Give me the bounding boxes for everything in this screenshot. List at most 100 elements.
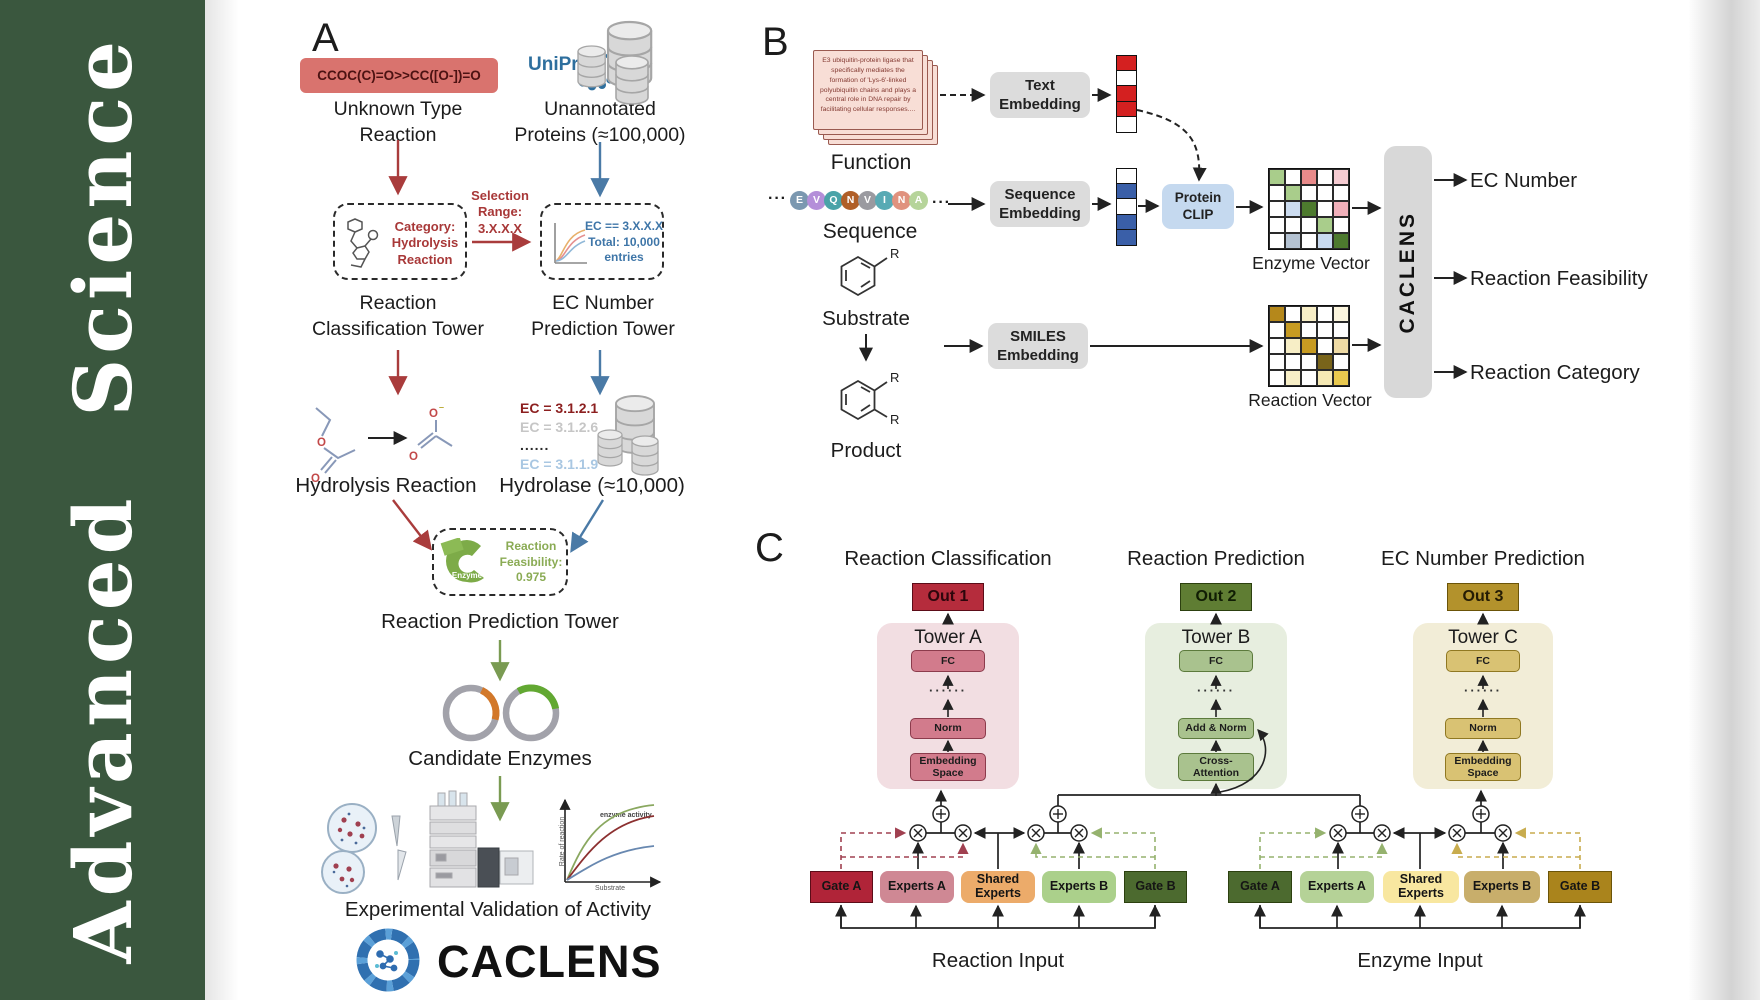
- ec-candidates-list: EC = 3.1.2.1 EC = 3.1.2.6 ...... EC = 3.…: [520, 399, 598, 473]
- vector-cell: [1333, 322, 1349, 338]
- tower-c-dots: ······: [1464, 683, 1502, 698]
- amino-acid-circle: N: [892, 191, 911, 210]
- vector-cell: [1317, 185, 1333, 201]
- ec-item: EC = 3.1.2.6: [520, 418, 599, 435]
- ec-item: EC = 3.1.1.9: [520, 455, 599, 472]
- output-ec-number: EC Number: [1470, 169, 1578, 192]
- vector-cell: [1301, 185, 1317, 201]
- vector-cell: [1269, 370, 1285, 386]
- vector-cell: [1301, 169, 1317, 185]
- vector-cell: [1269, 354, 1285, 370]
- tower-c-title: Tower C: [1448, 627, 1518, 648]
- amino-acid-circle: I: [875, 191, 894, 210]
- function-description-text: E3 ubiquitin-protein ligase that specifi…: [820, 57, 916, 114]
- amino-acid-circle: V: [807, 191, 826, 210]
- sequence-trailing-ellipsis: ···: [932, 194, 951, 211]
- enzyme-gate-b-box: Gate B: [1548, 871, 1612, 903]
- vector-cell: [1269, 306, 1285, 322]
- vector-cell: [1301, 201, 1317, 217]
- gate-dashed-lines: [840, 827, 1581, 869]
- caclens-module-bar: CACLENS: [1384, 146, 1432, 398]
- vector-cell: [1285, 306, 1301, 322]
- vector-cell: [1117, 184, 1136, 200]
- amino-acid-circle: A: [909, 191, 928, 210]
- database-stack-icon: [577, 20, 653, 105]
- protein-clip-box: Protein CLIP: [1162, 184, 1234, 229]
- vector-cell: [1333, 233, 1349, 249]
- text-embedding-box: Text Embedding: [990, 72, 1090, 118]
- molecule-doodle-icon: [347, 218, 379, 268]
- reaction-shared-experts-box: Shared Experts: [961, 871, 1035, 903]
- vector-cell: [1301, 370, 1317, 386]
- output-reaction-feasibility: Reaction Feasibility: [1470, 267, 1648, 290]
- enzyme-experts-a-box: Experts A: [1300, 871, 1374, 903]
- vector-cell: [1317, 169, 1333, 185]
- panel-b-label: B: [762, 20, 789, 64]
- tower-a-container: Tower A FC ······ Norm Embedding Space: [877, 623, 1019, 789]
- reaction-experts-a-box: Experts A: [880, 871, 954, 903]
- vector-cell: [1333, 169, 1349, 185]
- panel-c-arrows: [835, 612, 1586, 929]
- sequence-leading-ellipsis: ···: [768, 190, 787, 207]
- vector-cell: [1117, 71, 1136, 87]
- panel-b-arrows: [859, 88, 1468, 379]
- vector-cell: [1269, 185, 1285, 201]
- tower-b-title: Tower B: [1181, 627, 1251, 648]
- vector-cell: [1333, 306, 1349, 322]
- vector-cell: [1269, 338, 1285, 354]
- smiles-embedding-box: SMILES Embedding: [988, 323, 1088, 369]
- vector-cell: [1317, 322, 1333, 338]
- substrate-r-group: R: [890, 246, 900, 261]
- out1-box: Out 1: [912, 583, 984, 611]
- tower-a-fc: FC: [911, 650, 985, 672]
- selection-range-label: Selection Range: 3.X.X.X: [471, 188, 529, 236]
- plasmid-icons: [442, 684, 560, 742]
- ec-number-prediction-tower-label: EC Number Prediction Tower: [531, 292, 675, 341]
- vector-cell: [1269, 233, 1285, 249]
- reaction-input-label: Reaction Input: [931, 949, 1065, 972]
- vector-cell: [1269, 201, 1285, 217]
- enzyme-gate-a-box: Gate A: [1228, 871, 1292, 903]
- reaction-vector-matrix: [1268, 305, 1350, 387]
- svg-text:O: O: [317, 437, 326, 449]
- enzyme-input-label: Enzyme Input: [1357, 949, 1483, 972]
- sequence-embedding-vector: [1116, 168, 1137, 246]
- vector-cell: [1117, 214, 1136, 230]
- vector-cell: [1285, 370, 1301, 386]
- caclens-wordmark: CACLENS: [437, 936, 662, 987]
- smiles-string: CCOC(C)=O>>CC([O-])=O: [317, 68, 481, 83]
- vector-cell: [1285, 233, 1301, 249]
- amino-acid-circle: N: [841, 191, 860, 210]
- reaction-experts-b-box: Experts B: [1042, 871, 1116, 903]
- vector-cell: [1333, 185, 1349, 201]
- vector-cell: [1317, 354, 1333, 370]
- vector-cell: [1333, 217, 1349, 233]
- out2-box: Out 2: [1180, 583, 1252, 611]
- amino-acid-circle: Q: [824, 191, 843, 210]
- feasibility-score-label: Reaction Feasibility: 0.975: [499, 539, 563, 585]
- reaction-vector-label: Reaction Vector: [1248, 390, 1372, 410]
- function-card: E3 ubiquitin-protein ligase that specifi…: [813, 50, 923, 130]
- vector-cell: [1301, 306, 1317, 322]
- product-molecule: [840, 379, 888, 421]
- smiles-reaction-box: CCOC(C)=O>>CC([O-])=O: [300, 58, 498, 93]
- enzyme-icon: Enzyme: [440, 538, 484, 583]
- ec-number-prediction-title: EC Number Prediction: [1381, 547, 1585, 570]
- vector-cell: [1269, 322, 1285, 338]
- text-embedding-vector: [1116, 55, 1137, 133]
- reaction-prediction-title: Reaction Prediction: [1127, 547, 1305, 570]
- vector-cell: [1301, 338, 1317, 354]
- caclens-logo-icon: [356, 928, 420, 992]
- reaction-classification-title: Reaction Classification: [844, 547, 1052, 570]
- sequence-embedding-box: Sequence Embedding: [990, 181, 1090, 227]
- vector-cell: [1269, 169, 1285, 185]
- reaction-classification-box: Category: Hydrolysis Reaction: [333, 203, 467, 280]
- vector-cell: [1285, 201, 1301, 217]
- svg-text:O: O: [429, 408, 438, 420]
- database-stack-icon: [597, 395, 659, 476]
- hydrolysis-reaction-label: Hydrolysis Reaction: [295, 474, 477, 497]
- output-reaction-category: Reaction Category: [1470, 361, 1640, 384]
- svg-text:O: O: [409, 451, 418, 463]
